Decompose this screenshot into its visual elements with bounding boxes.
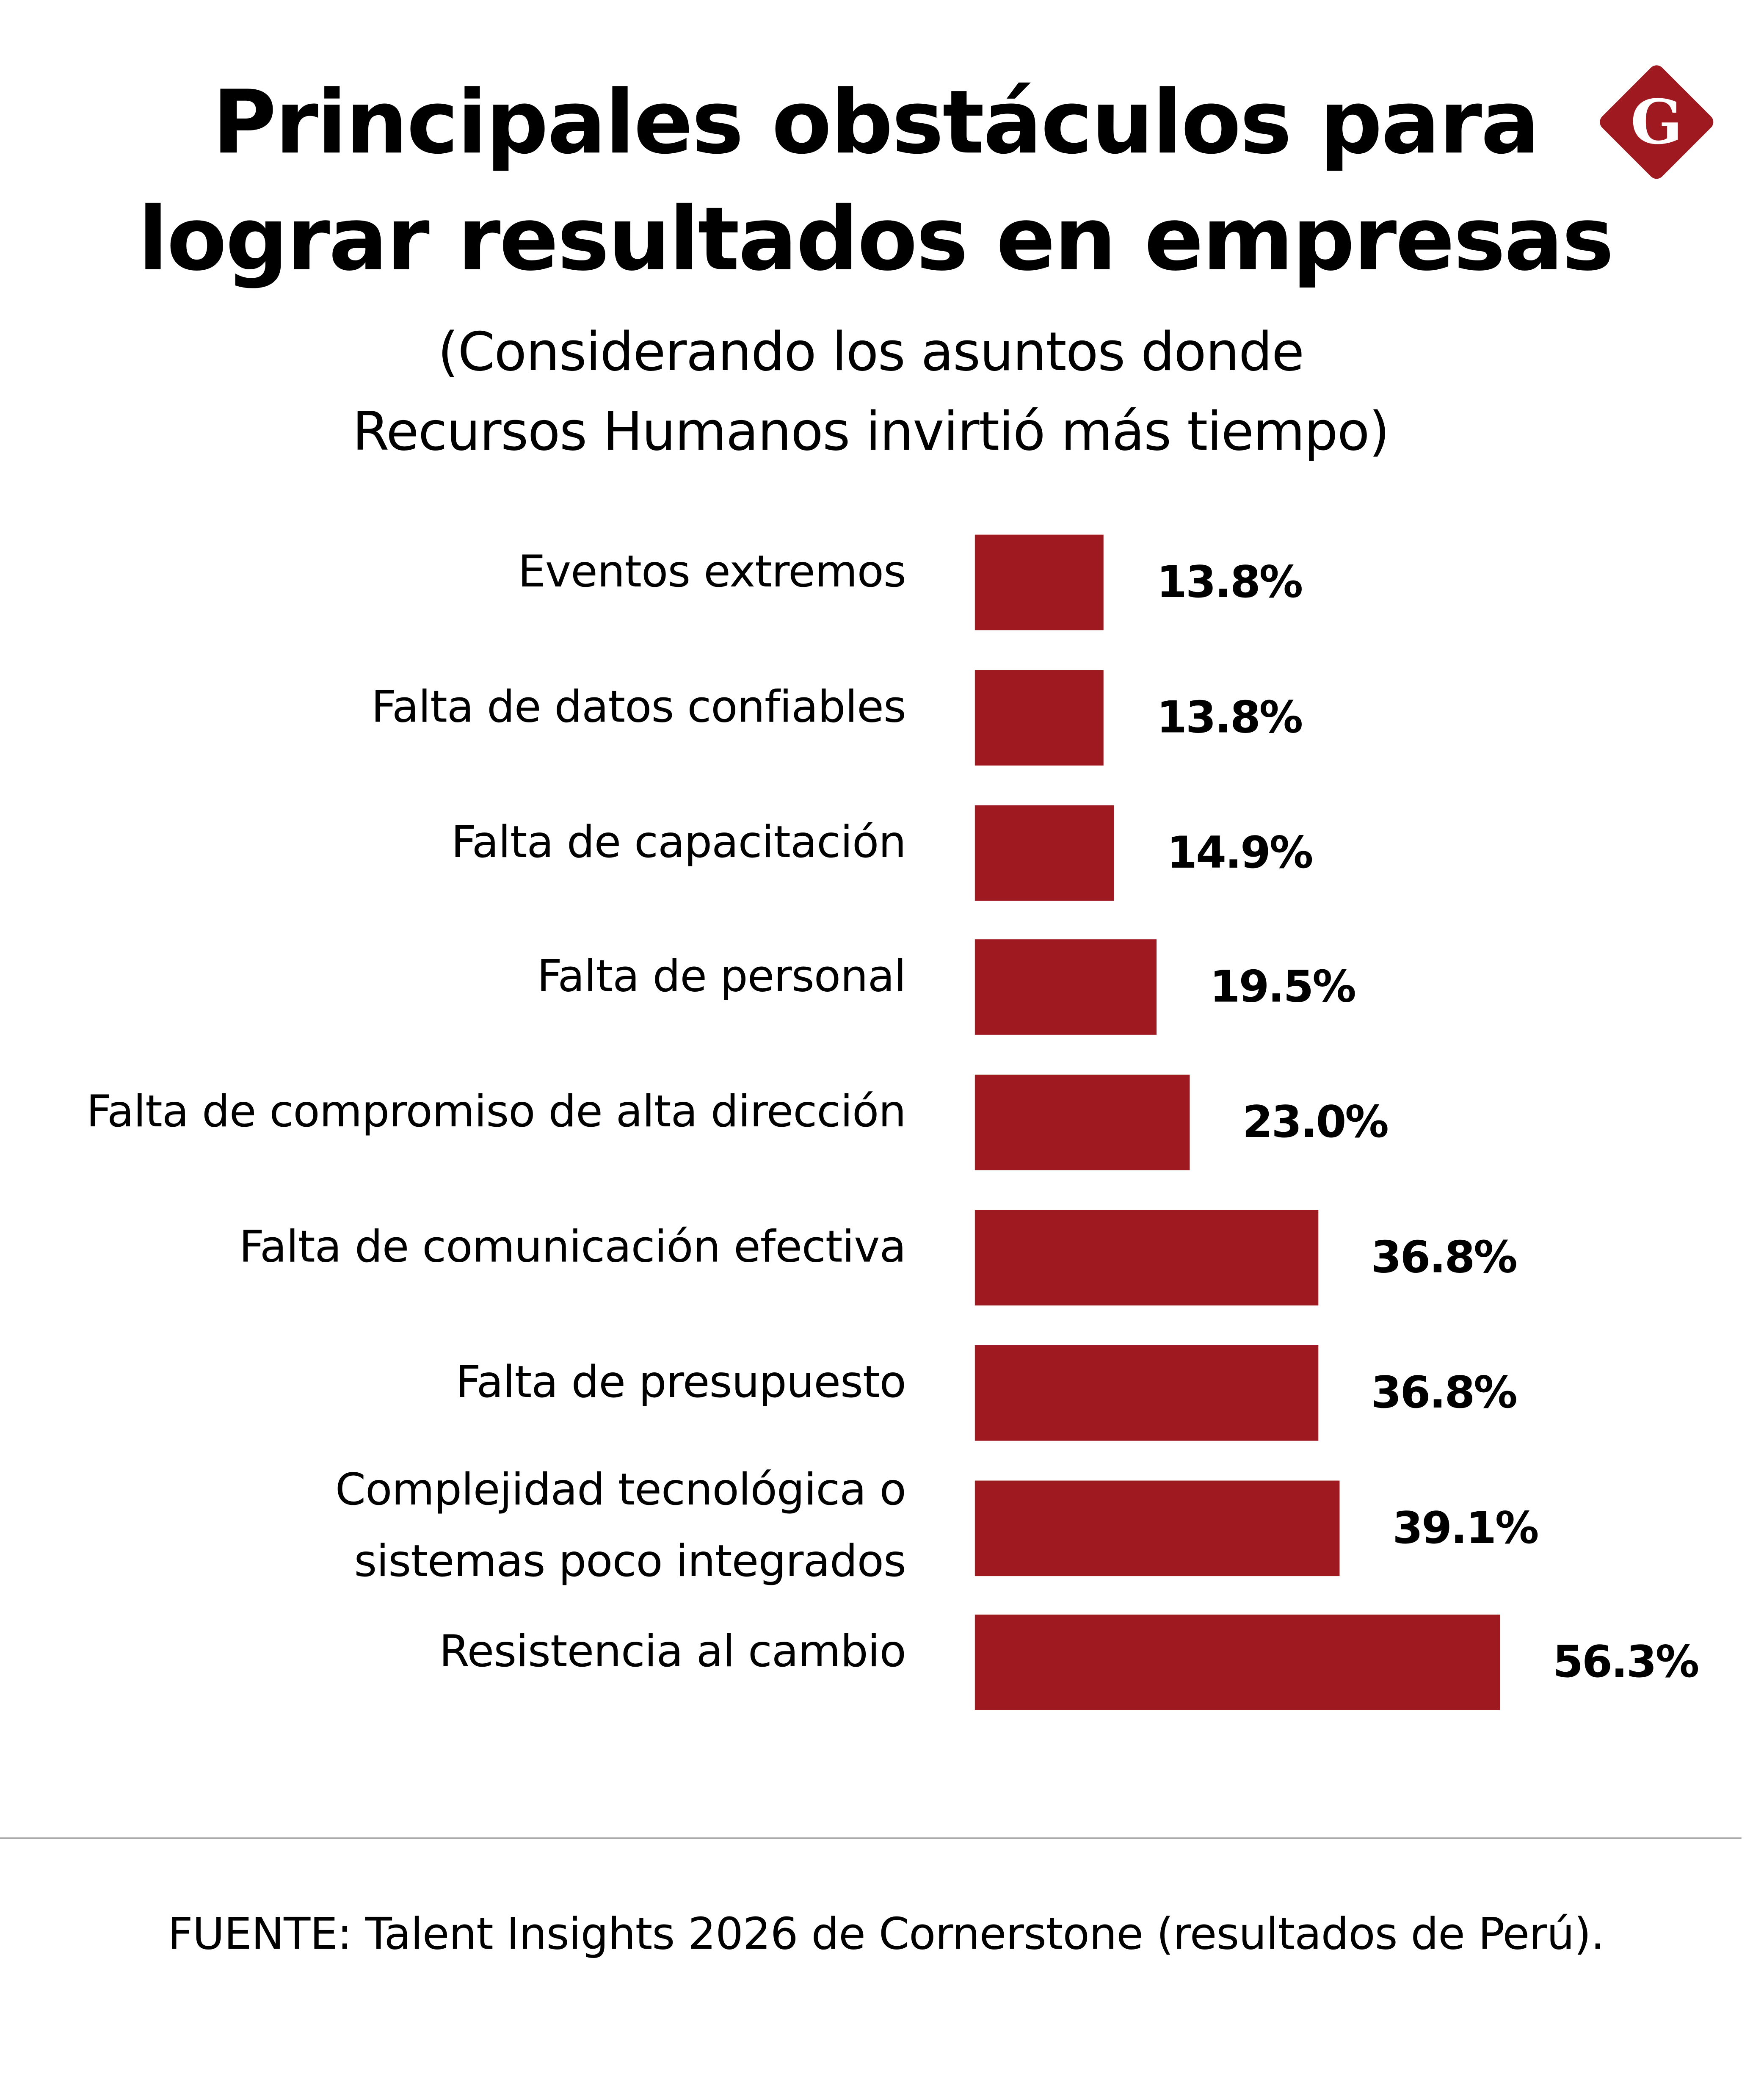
category-label-line: Falta de comunicación efectiva	[239, 1220, 906, 1272]
category-label-line: sistemas poco integrados	[354, 1534, 906, 1586]
bar	[974, 805, 1114, 901]
data-label: 36.8%	[1371, 1366, 1518, 1418]
bar	[974, 534, 1104, 631]
category-label: Eventos extremos	[518, 545, 906, 598]
category-label: Falta de presupuesto	[455, 1355, 906, 1408]
category-label: Resistencia al cambio	[439, 1626, 906, 1678]
data-label: 13.8%	[1157, 556, 1303, 608]
brand-logo: G	[1600, 65, 1714, 179]
logo-letter: G	[1631, 86, 1683, 158]
category-label: Falta de capacitación	[451, 816, 906, 868]
category-label: Falta de datos confiables	[371, 680, 906, 733]
category-label: Falta de compromiso de alta dirección	[86, 1085, 906, 1138]
data-label: 19.5%	[1209, 961, 1356, 1013]
category-label-line: Falta de personal	[537, 950, 906, 1002]
data-label: 56.3%	[1553, 1636, 1699, 1688]
bar	[974, 1480, 1339, 1576]
divider	[0, 1837, 1742, 1839]
category-label-line: Falta de datos confiables	[371, 680, 906, 732]
category-label: Falta de personal	[537, 950, 906, 1003]
category-label-line: Falta de compromiso de alta dirección	[86, 1085, 906, 1137]
chart-subtitle-line-2: Recursos Humanos invirtió más tiempo)	[352, 402, 1389, 463]
source-note: FUENTE: Talent Insights 2026 de Cornerst…	[168, 1908, 1605, 1960]
chart-subtitle-line-1: (Considerando los asuntos donde	[438, 322, 1304, 384]
category-label: Complejidad tecnológica o sistemas poco i…	[335, 1454, 906, 1597]
bar	[974, 1615, 1500, 1711]
category-label-line: Complejidad tecnológica o	[335, 1463, 906, 1515]
logo-diamond	[1600, 65, 1714, 179]
category-label-line: Falta de presupuesto	[455, 1355, 906, 1408]
data-label: 13.8%	[1157, 691, 1303, 743]
bar	[974, 1210, 1318, 1305]
data-label: 36.8%	[1371, 1231, 1518, 1283]
data-label: 39.1%	[1392, 1501, 1539, 1553]
data-label: 14.9%	[1167, 826, 1313, 878]
category-label-line: Falta de capacitación	[451, 815, 906, 867]
bar	[974, 940, 1157, 1036]
category-label-line: Eventos extremos	[518, 545, 906, 597]
data-label: 23.0%	[1242, 1096, 1389, 1148]
bar	[974, 1075, 1190, 1170]
category-label-line: Resistencia al cambio	[439, 1626, 906, 1678]
bar	[974, 1345, 1318, 1441]
chart-title-line-2: lograr resultados en empresas	[138, 188, 1614, 291]
chart-title-line-1: Principales obstáculos para	[212, 72, 1540, 174]
bar	[974, 669, 1104, 766]
category-label: Falta de comunicación efectiva	[239, 1220, 906, 1273]
